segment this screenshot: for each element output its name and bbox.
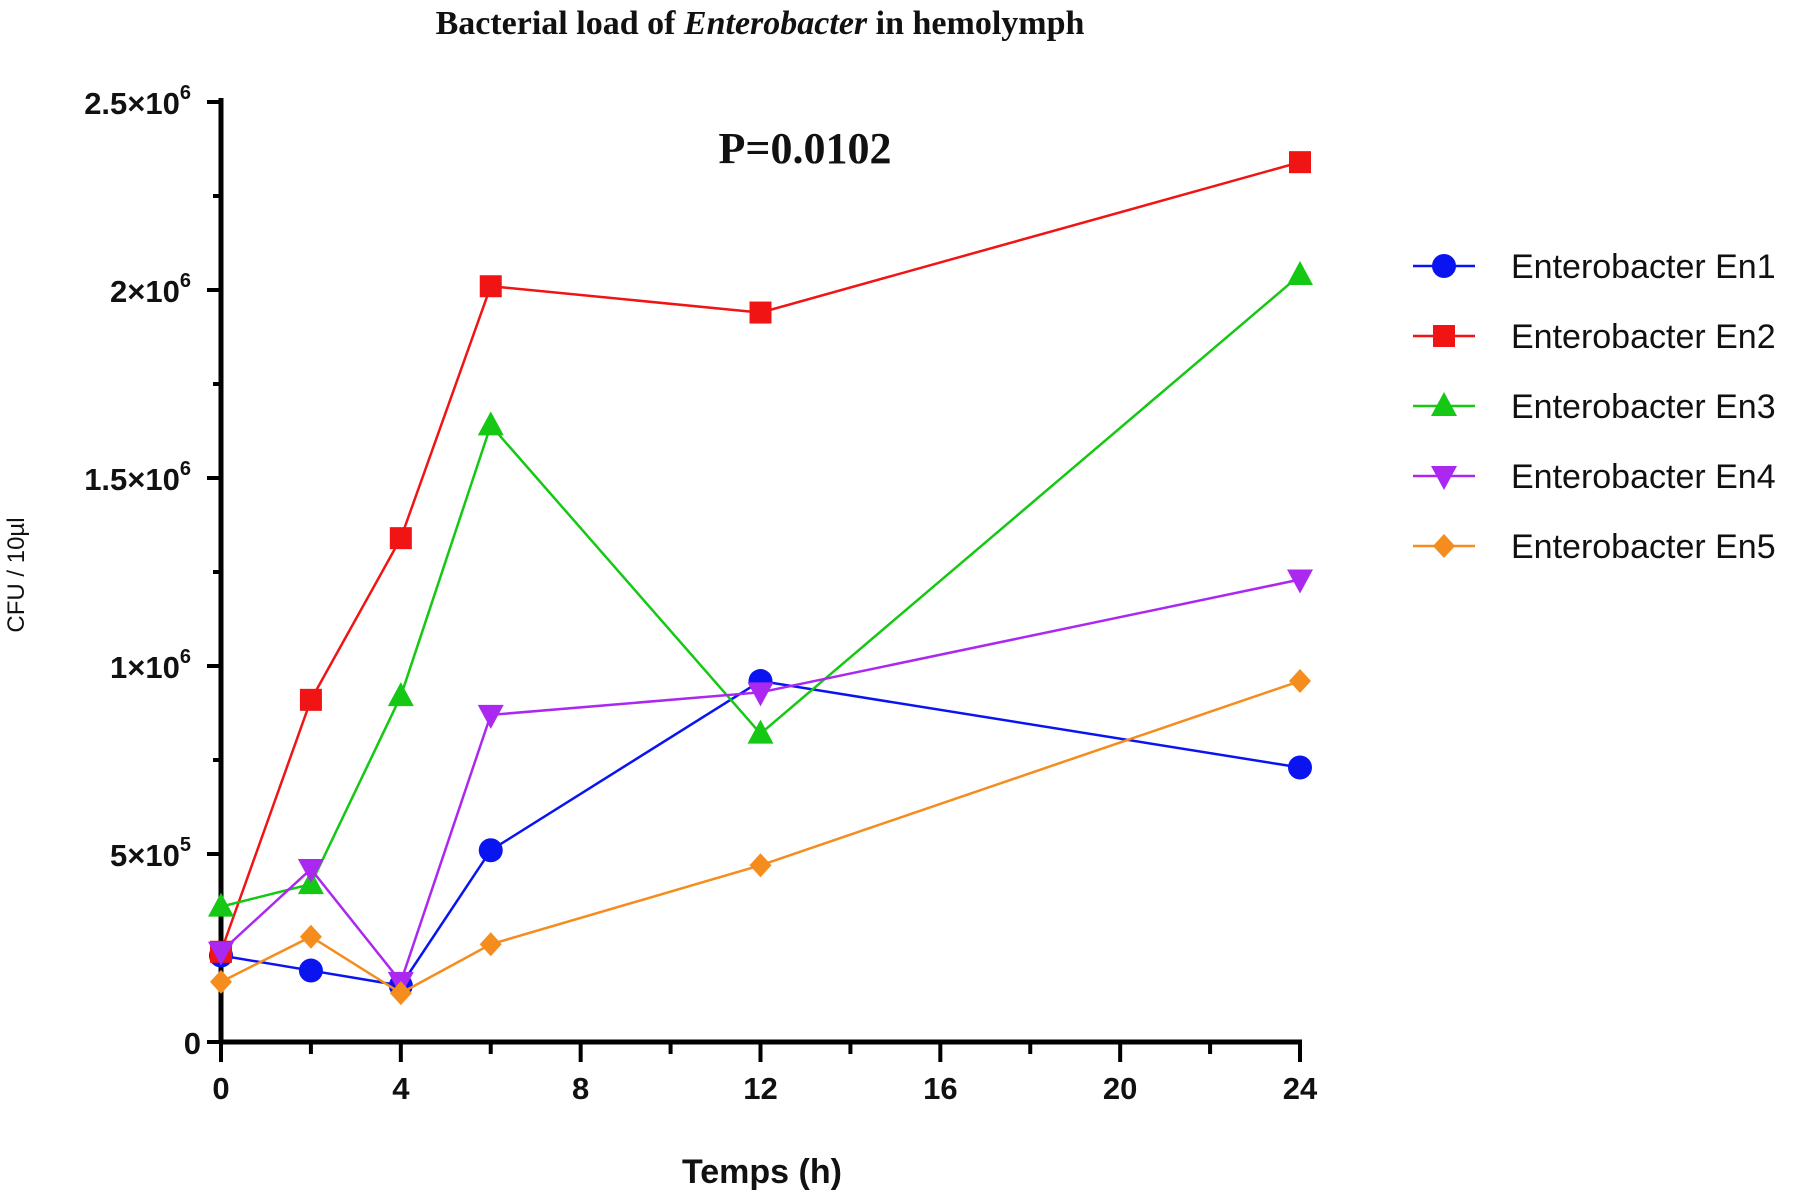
- x-axis-label: Temps (h): [682, 1153, 842, 1191]
- data-point: [747, 682, 774, 707]
- legend-label: Enterobacter En4: [1511, 458, 1776, 496]
- x-tick-label: 8: [572, 1071, 589, 1106]
- series-2: [210, 151, 1311, 963]
- data-point: [479, 932, 502, 957]
- data-point: [1288, 755, 1312, 780]
- legend-marker: [1433, 325, 1455, 347]
- data-point: [477, 704, 504, 729]
- data-point: [208, 941, 234, 966]
- x-tick-label: 24: [1283, 1071, 1318, 1106]
- series-line: [220, 679, 1301, 987]
- legend-marker: [1432, 254, 1456, 278]
- data-point: [1289, 669, 1311, 694]
- data-point: [749, 853, 772, 878]
- data-point: [389, 981, 412, 1006]
- y-tick-label: 2.5×106: [84, 82, 191, 121]
- data-point: [1289, 151, 1311, 174]
- data-point: [1287, 260, 1313, 285]
- data-point: [299, 688, 322, 711]
- legend-label: Enterobacter En3: [1511, 388, 1776, 426]
- x-tick-label: 12: [743, 1071, 777, 1106]
- data-point: [298, 958, 323, 983]
- x-tick-label: 4: [392, 1071, 410, 1106]
- series-line: [220, 679, 1301, 995]
- series-line: [220, 274, 1301, 908]
- p-value-annotation: P=0.0102: [719, 124, 892, 173]
- legend-label: Enterobacter En5: [1511, 528, 1776, 566]
- data-point: [389, 527, 412, 550]
- data-point: [478, 838, 503, 863]
- y-tick-label: 2×106: [110, 270, 191, 309]
- series-4: [208, 569, 1313, 996]
- x-tick-label: 0: [212, 1071, 229, 1106]
- data-point: [210, 969, 232, 994]
- legend: Enterobacter En1 Enterobacter En2 Enteroba…: [1413, 248, 1776, 566]
- x-tick-label: 16: [923, 1071, 957, 1106]
- legend-item-3: Enterobacter En3: [1413, 388, 1776, 426]
- legend-item-5: Enterobacter En5: [1413, 528, 1776, 566]
- data-point: [1287, 569, 1313, 594]
- chart-title: Bacterial load of Enterobacter in hemoly…: [436, 5, 1085, 42]
- series-5: [210, 669, 1311, 1006]
- legend-item-2: Enterobacter En2: [1413, 318, 1776, 356]
- x-tick-label: 20: [1103, 1071, 1137, 1106]
- legend-marker: [1431, 392, 1457, 416]
- series-line: [220, 578, 1301, 985]
- series-line: [219, 160, 1301, 953]
- data-point: [477, 411, 504, 436]
- chart-title-italic: Enterobacter: [683, 5, 868, 42]
- legend-label: Enterobacter En2: [1511, 318, 1776, 356]
- data-point: [479, 275, 502, 298]
- series-layer: [208, 151, 1313, 1006]
- data-point: [747, 719, 774, 744]
- y-axis-label: CFU / 10µl: [3, 517, 30, 632]
- legend-marker: [1433, 534, 1455, 558]
- data-point: [208, 892, 234, 917]
- legend-item-4: Enterobacter En4: [1413, 458, 1776, 496]
- y-tick-label: 5×105: [110, 834, 191, 873]
- y-tick-label: 0: [184, 1026, 201, 1061]
- data-point: [387, 682, 414, 707]
- axes: 0 5×105 1×106 1.5×106 2×106 2.5×106 0 4 8 12 16 20 2…: [84, 82, 1318, 1106]
- data-point: [299, 924, 322, 949]
- legend-label: Enterobacter En1: [1511, 248, 1776, 286]
- data-point: [749, 301, 772, 324]
- legend-item-1: Enterobacter En1: [1413, 248, 1776, 286]
- y-tick-label: 1×106: [110, 646, 191, 685]
- data-point: [297, 859, 324, 884]
- legend-marker: [1431, 466, 1457, 490]
- y-tick-label: 1.5×106: [84, 458, 191, 497]
